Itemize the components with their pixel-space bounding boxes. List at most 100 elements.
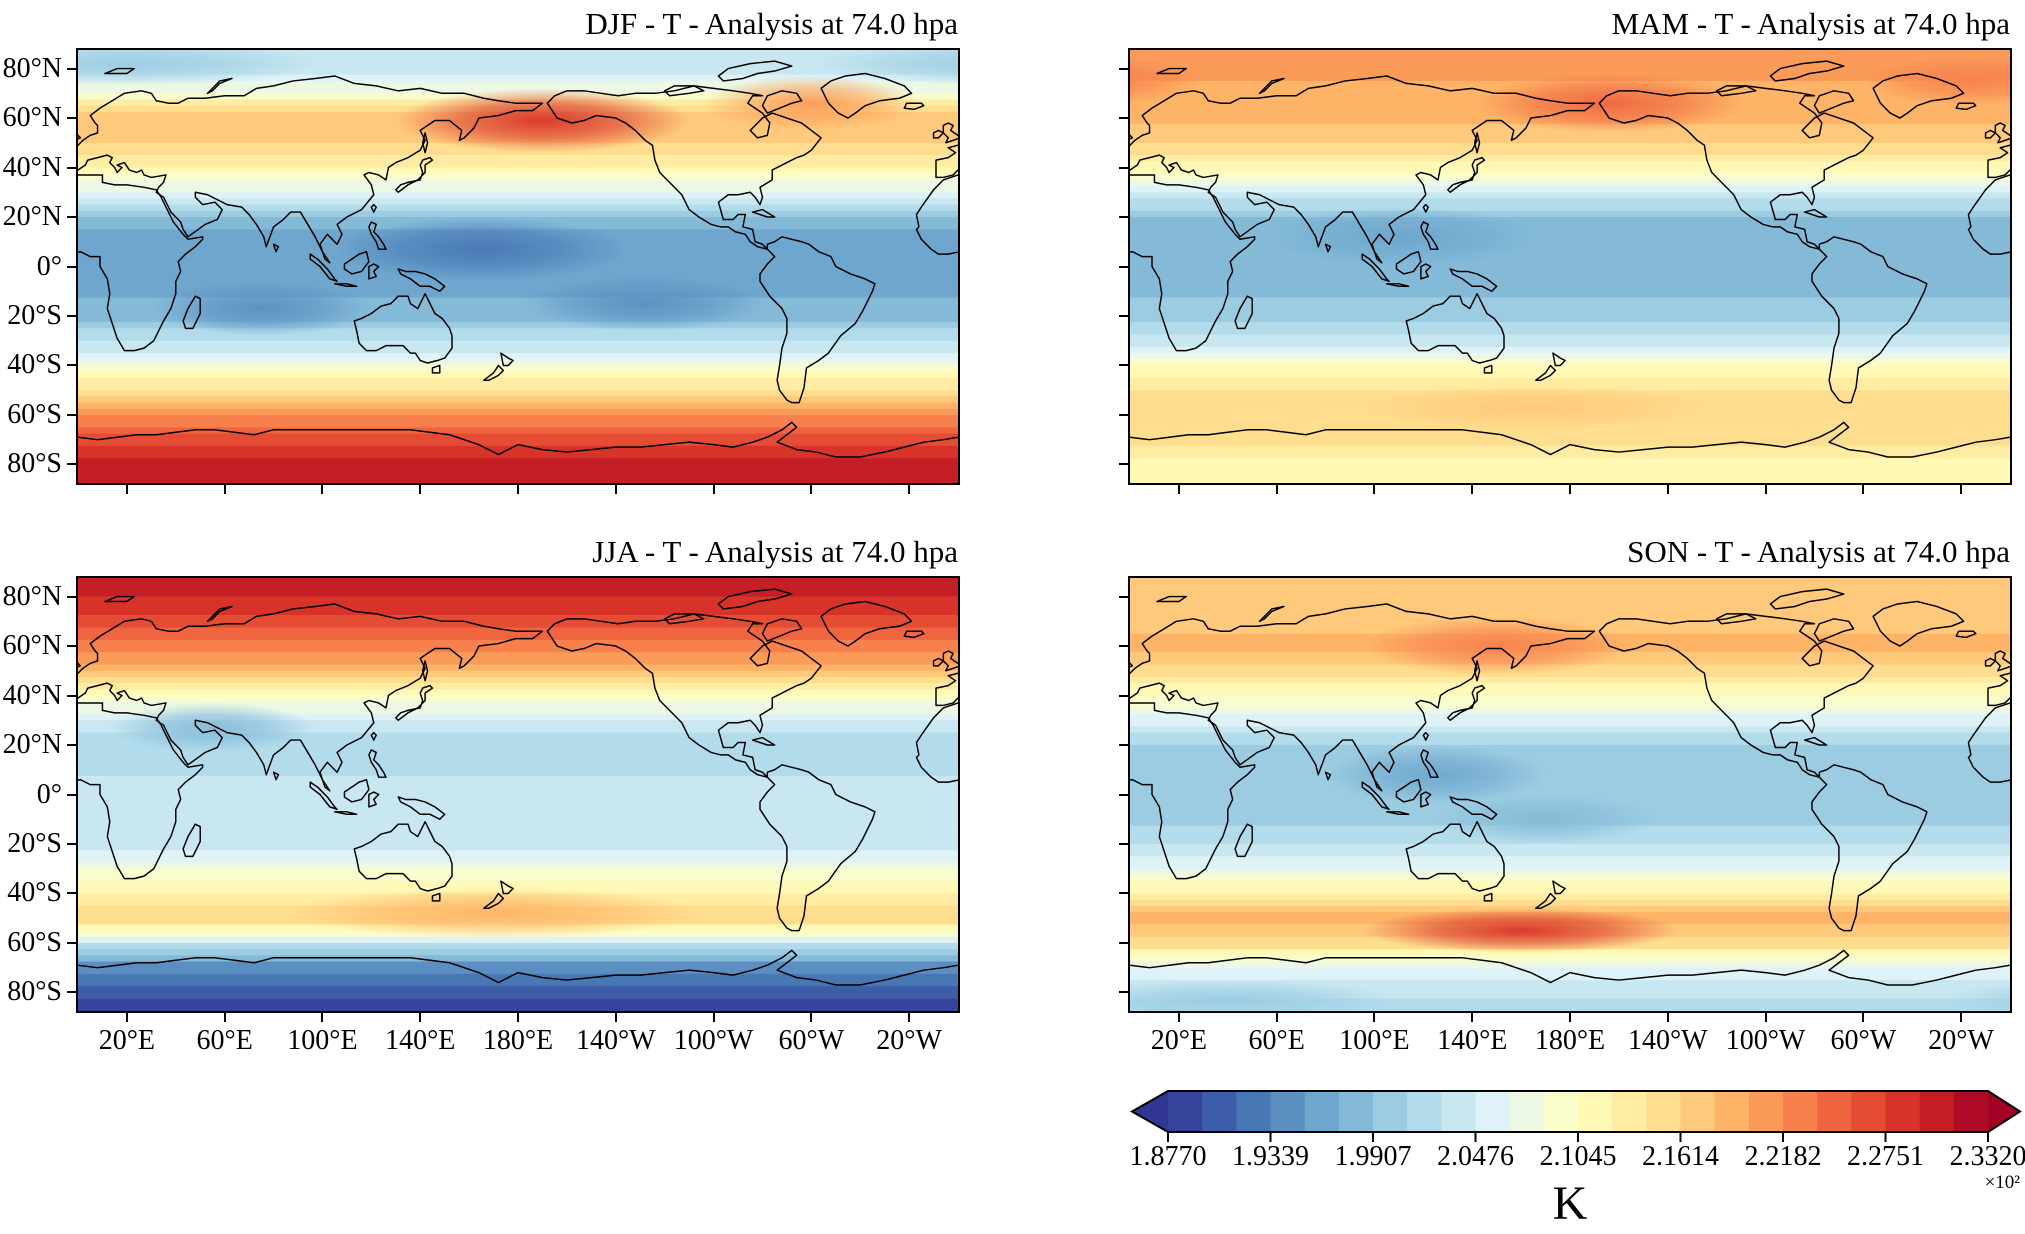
x-axis-tick [1275,1013,1278,1022]
anomaly-north-pacific-warm [395,88,690,153]
y-axis-tick [67,265,76,268]
y-axis-tick [1119,595,1128,598]
anomaly-atlantic-arctic-warm [1863,56,2010,106]
y-axis-tick [67,595,76,598]
coastline [1994,122,2010,144]
coastline [397,796,446,820]
colorbar-tick-label: 1.8770 [1129,1141,1207,1172]
x-tick-label: 60°W [1830,1025,1897,1056]
y-axis-tick [1119,694,1128,697]
coastline [1385,283,1410,288]
anomaly-east-siberia-warm [1362,616,1632,676]
x-axis-tick [223,1013,226,1022]
coastline [78,957,519,984]
x-axis-tick [321,1013,324,1022]
x-axis-tick [517,485,519,494]
y-tick-label: 40°N [2,679,62,711]
x-axis-tick [1177,1013,1180,1022]
y-tick-label: 20°S [7,299,62,331]
coastline [78,174,204,352]
coastline [1967,174,2010,255]
coastline [343,250,370,275]
coastline [1535,892,1557,910]
x-axis-tick [125,1013,128,1022]
coastline [206,605,233,623]
y-axis-tick [1119,842,1128,845]
colorbar-tick-label: 1.9339 [1232,1141,1309,1172]
coastline [1234,295,1253,330]
y-axis-tick [67,463,76,466]
y-axis-tick [67,314,76,317]
anomaly-southern-ocean-warm [1350,385,1717,430]
anomaly-antarctic-atlantic-cool [1130,980,1399,1011]
anomaly-indian-ocean-cold [151,281,372,336]
coastline [483,364,505,382]
anomaly-antarctic-atlantic-cool [1936,983,2010,1011]
x-axis-tick [223,485,226,494]
anomaly-southern-midlat-warm [285,888,702,939]
coastline [820,600,913,647]
x-tick-label: 140°E [385,1025,456,1056]
coastline [431,364,441,374]
coastline [1324,243,1332,253]
y-axis-tick [1119,117,1128,120]
y-axis-tick [1119,991,1128,994]
y-tick-label: 20°S [7,827,62,859]
coastline [751,736,776,746]
coastline [1234,823,1253,858]
colorbar-tick-label: 2.2751 [1847,1141,1924,1172]
y-axis-tick [1119,744,1128,746]
coastline [1130,429,1571,456]
x-tick-label: 60°W [778,1025,845,1056]
x-tick-label: 20°E [98,1025,156,1056]
coastline [1385,811,1410,816]
coastline [78,702,204,880]
x-axis-tick [1862,1013,1865,1022]
coastline [1130,75,1596,264]
coastline [78,662,82,668]
coastline [1872,600,1965,647]
y-axis-tick [67,117,76,120]
y-tick-label: 20°N [2,201,62,232]
x-axis-tick [810,1013,813,1022]
coastline [761,618,803,642]
x-axis-tick [1471,485,1474,494]
coastline [182,295,201,330]
anomaly-west-pacific-tropical-cold [334,217,628,282]
coastline [1420,791,1432,808]
anomaly-coral-sea-cool [1435,794,1656,844]
coastline [1422,731,1429,741]
colorbar-tick-label: 2.2182 [1744,1141,1822,1172]
coastline [517,421,958,458]
y-tick-label: 80°N [2,52,62,84]
anomaly-philippines-cold [1325,745,1546,805]
colorbar-tick-label: 2.1614 [1642,1141,1719,1172]
coastline [1258,605,1285,623]
y-axis-tick [1119,314,1128,317]
y-axis-tick [67,216,76,218]
panel-title-djf: DJF - T - Analysis at 74.0 hpa [585,6,958,41]
x-tick-label: 180°E [482,1025,554,1056]
y-axis-tick [67,744,76,746]
y-tick-label: 40°S [7,349,62,381]
panel-title-son: SON - T - Analysis at 74.0 hpa [1627,534,2010,569]
x-tick-label: 20°W [876,1025,942,1056]
coastline [1803,208,1828,218]
x-axis-tick [908,1013,911,1022]
x-axis-tick [1569,485,1571,494]
coastline [421,660,429,682]
x-tick-label: 140°W [575,1025,656,1056]
coastline [903,630,925,639]
map-panel-mam [1128,48,2012,485]
x-tick-label: 60°E [1248,1025,1305,1056]
coastline [1473,660,1481,682]
coastline [915,702,958,783]
anomaly-southern-ocean-warm-core [1362,908,1680,953]
coastline [368,791,380,808]
y-axis-tick [67,892,76,895]
y-axis-tick [67,645,76,648]
anomaly-atlantic-polar-cool [78,50,323,86]
colorbar-tick-label: 2.1045 [1539,1141,1617,1172]
coastline [1361,781,1390,811]
x-axis-tick [1666,1013,1669,1022]
